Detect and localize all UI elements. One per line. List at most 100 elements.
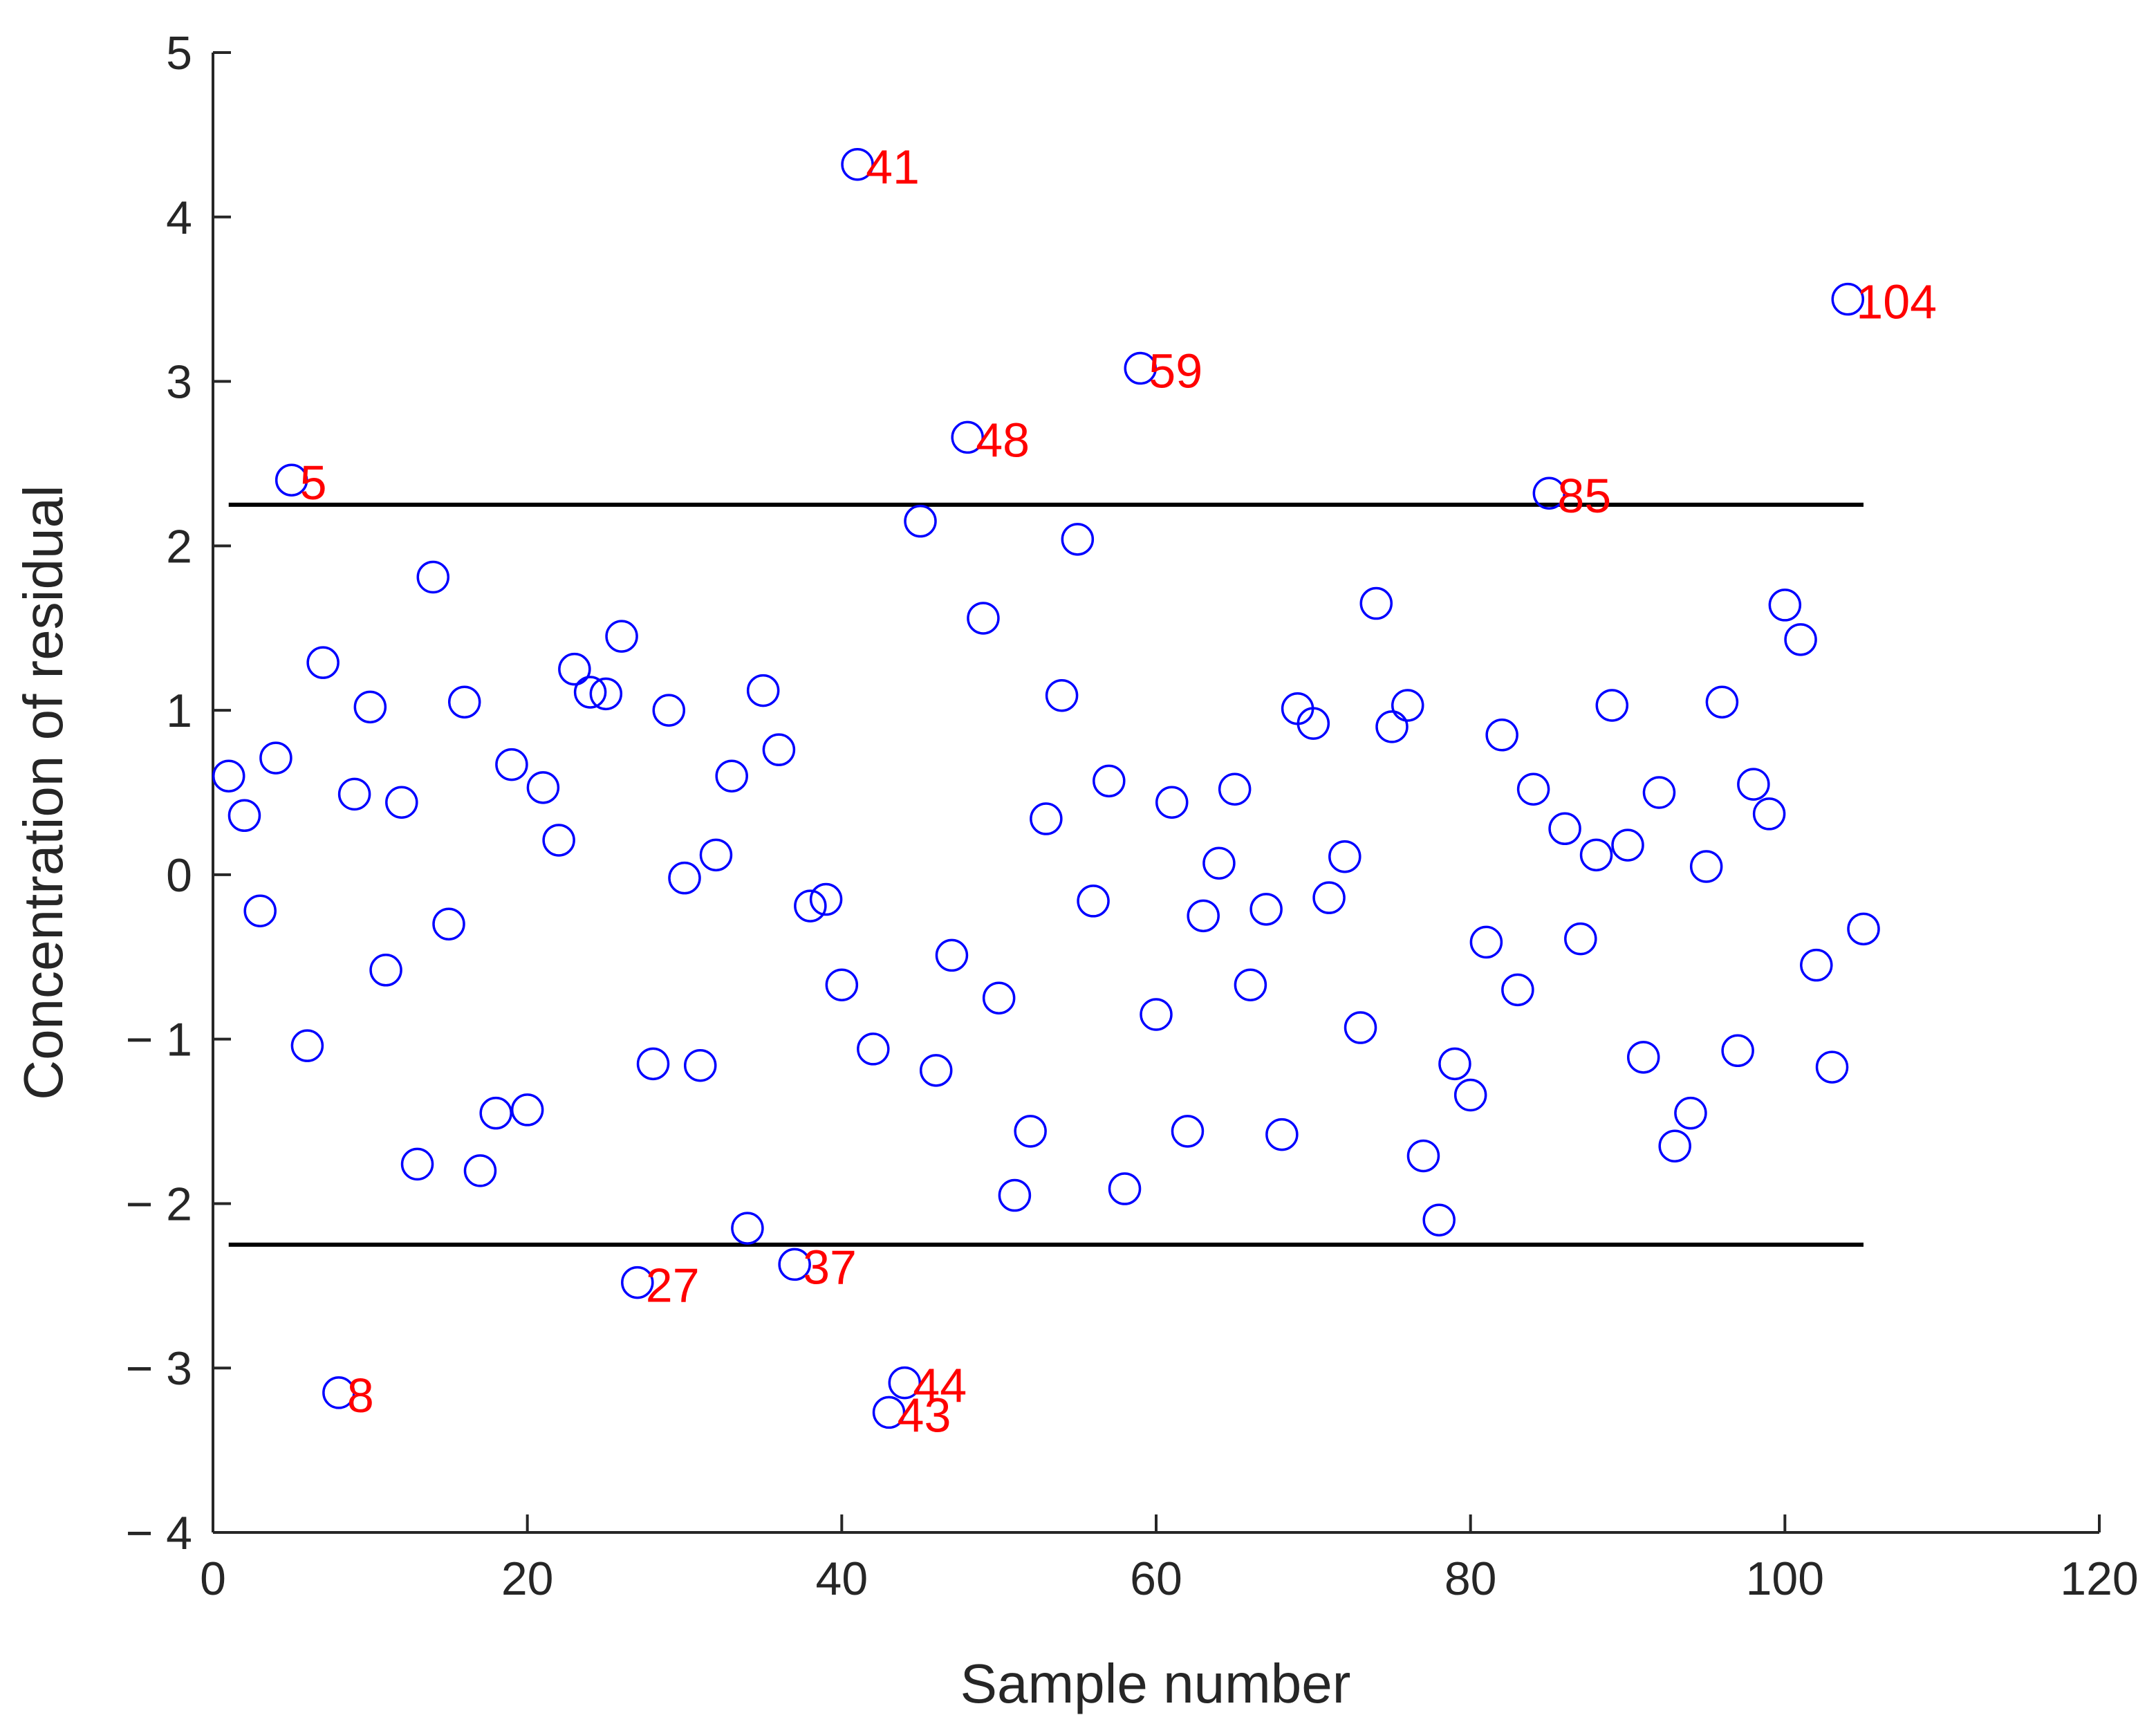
- data-point: [1234, 968, 1267, 1001]
- data-point: [1155, 786, 1189, 819]
- data-point: [1202, 846, 1236, 880]
- data-point: [1140, 998, 1173, 1031]
- x-tick-label: 20: [501, 1552, 554, 1605]
- data-point: [1579, 838, 1613, 872]
- y-tick-label: 4: [166, 192, 192, 244]
- data-point: [1218, 772, 1252, 806]
- data-point: [872, 1396, 906, 1429]
- data-point: [526, 771, 560, 804]
- y-tick-label: 3: [166, 356, 192, 409]
- data-point: [1516, 772, 1550, 806]
- data-point: [1595, 689, 1629, 722]
- data-point: [1658, 1129, 1691, 1162]
- data-point: [1030, 802, 1063, 835]
- data-point: [1501, 973, 1534, 1007]
- data-point: [1532, 476, 1566, 510]
- x-tick-label: 100: [1746, 1552, 1824, 1605]
- data-point: [1328, 840, 1362, 873]
- x-axis-label: Sample number: [960, 1653, 1351, 1714]
- data-point: [243, 894, 277, 927]
- data-point: [1453, 1078, 1487, 1112]
- outlier-label: 8: [347, 1369, 374, 1422]
- y-tick-label: 1: [166, 685, 192, 737]
- data-point: [683, 1048, 717, 1082]
- data-point: [463, 1154, 497, 1187]
- data-point: [558, 652, 591, 686]
- y-axis-label: Concentration of residual: [12, 485, 74, 1100]
- data-point: [1752, 797, 1786, 831]
- data-point: [275, 463, 308, 497]
- data-point: [400, 1147, 434, 1181]
- data-point: [1093, 764, 1126, 798]
- data-point: [904, 504, 937, 538]
- outlier-label: 37: [803, 1240, 857, 1294]
- data-point: [212, 759, 245, 793]
- data-point: [1344, 1011, 1377, 1044]
- data-point: [1642, 776, 1676, 809]
- x-tick-label: 60: [1130, 1552, 1182, 1605]
- data-point: [495, 748, 528, 781]
- data-point: [1108, 1172, 1142, 1205]
- x-tick-label: 40: [816, 1552, 868, 1605]
- data-point: [1815, 1050, 1849, 1084]
- data-point: [1375, 710, 1409, 743]
- data-point: [951, 420, 984, 454]
- data-point: [636, 1047, 670, 1081]
- data-point: [778, 1248, 811, 1281]
- data-point: [1014, 1115, 1047, 1148]
- data-point: [715, 759, 748, 793]
- data-point: [1548, 812, 1581, 846]
- data-point: [825, 968, 859, 1001]
- data-point: [337, 777, 371, 811]
- data-point: [1485, 719, 1518, 752]
- data-point: [1847, 912, 1880, 946]
- data-point: [967, 602, 1000, 635]
- data-point: [1187, 899, 1220, 933]
- data-point: [306, 646, 340, 679]
- x-tick-label: 80: [1444, 1552, 1497, 1605]
- y-tick-label: 0: [166, 849, 192, 902]
- data-point: [1391, 689, 1424, 722]
- data-point: [416, 560, 450, 594]
- x-tick-label: 120: [2060, 1552, 2138, 1605]
- outlier-label: 43: [898, 1388, 951, 1442]
- data-point: [699, 838, 733, 872]
- data-point: [1249, 893, 1283, 926]
- data-point: [227, 799, 261, 833]
- data-point: [432, 907, 465, 940]
- data-point: [1564, 922, 1597, 956]
- data-point: [573, 676, 607, 709]
- data-points: [212, 147, 1880, 1429]
- outlier-label: 41: [866, 140, 920, 194]
- data-point: [841, 147, 874, 181]
- data-point: [1705, 685, 1739, 719]
- data-point: [259, 741, 292, 775]
- data-point: [1312, 881, 1346, 914]
- data-point: [1265, 1118, 1299, 1151]
- data-point: [1297, 707, 1330, 740]
- x-tick-label: 0: [200, 1552, 226, 1605]
- data-point: [1406, 1139, 1440, 1173]
- data-point: [447, 685, 481, 719]
- data-point: [731, 1212, 764, 1245]
- y-tick-label: 2: [166, 520, 192, 573]
- data-point: [935, 938, 969, 972]
- data-point: [1124, 351, 1158, 385]
- data-point: [369, 954, 402, 987]
- data-point: [746, 674, 780, 707]
- data-point: [982, 981, 1016, 1014]
- control-limits: [228, 502, 1864, 1247]
- data-point: [621, 1266, 654, 1299]
- data-point: [998, 1178, 1032, 1212]
- data-point: [762, 733, 796, 766]
- y-tick-label: − 2: [126, 1178, 192, 1230]
- data-point: [290, 1029, 324, 1062]
- data-point: [1469, 925, 1503, 959]
- data-point: [668, 861, 701, 895]
- outlier-label: 5: [300, 456, 327, 510]
- outlier-label: 104: [1856, 275, 1937, 329]
- data-point: [1784, 623, 1817, 656]
